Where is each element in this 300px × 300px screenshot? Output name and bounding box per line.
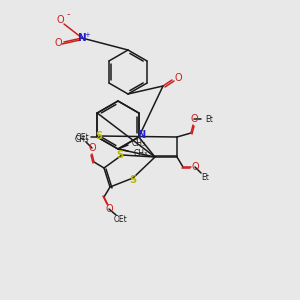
Text: CH₃: CH₃ [75,134,89,143]
Text: CH₃: CH₃ [132,139,146,148]
Text: Et: Et [201,172,209,182]
Text: O: O [105,204,113,214]
Text: S: S [116,150,124,160]
Text: O: O [88,143,96,153]
Text: O: O [191,162,199,172]
Text: -: - [66,9,70,19]
Text: S: S [96,131,103,141]
Text: OEt: OEt [76,134,90,142]
Text: N: N [78,33,86,43]
Text: N: N [137,130,145,140]
Text: O: O [174,73,182,83]
Text: CH₃: CH₃ [134,148,148,158]
Text: S: S [129,175,137,185]
Text: O: O [54,38,62,48]
Text: OEt: OEt [113,214,127,224]
Text: O: O [190,114,198,124]
Text: +: + [84,32,90,38]
Text: Et: Et [205,115,213,124]
Text: O: O [56,15,64,25]
